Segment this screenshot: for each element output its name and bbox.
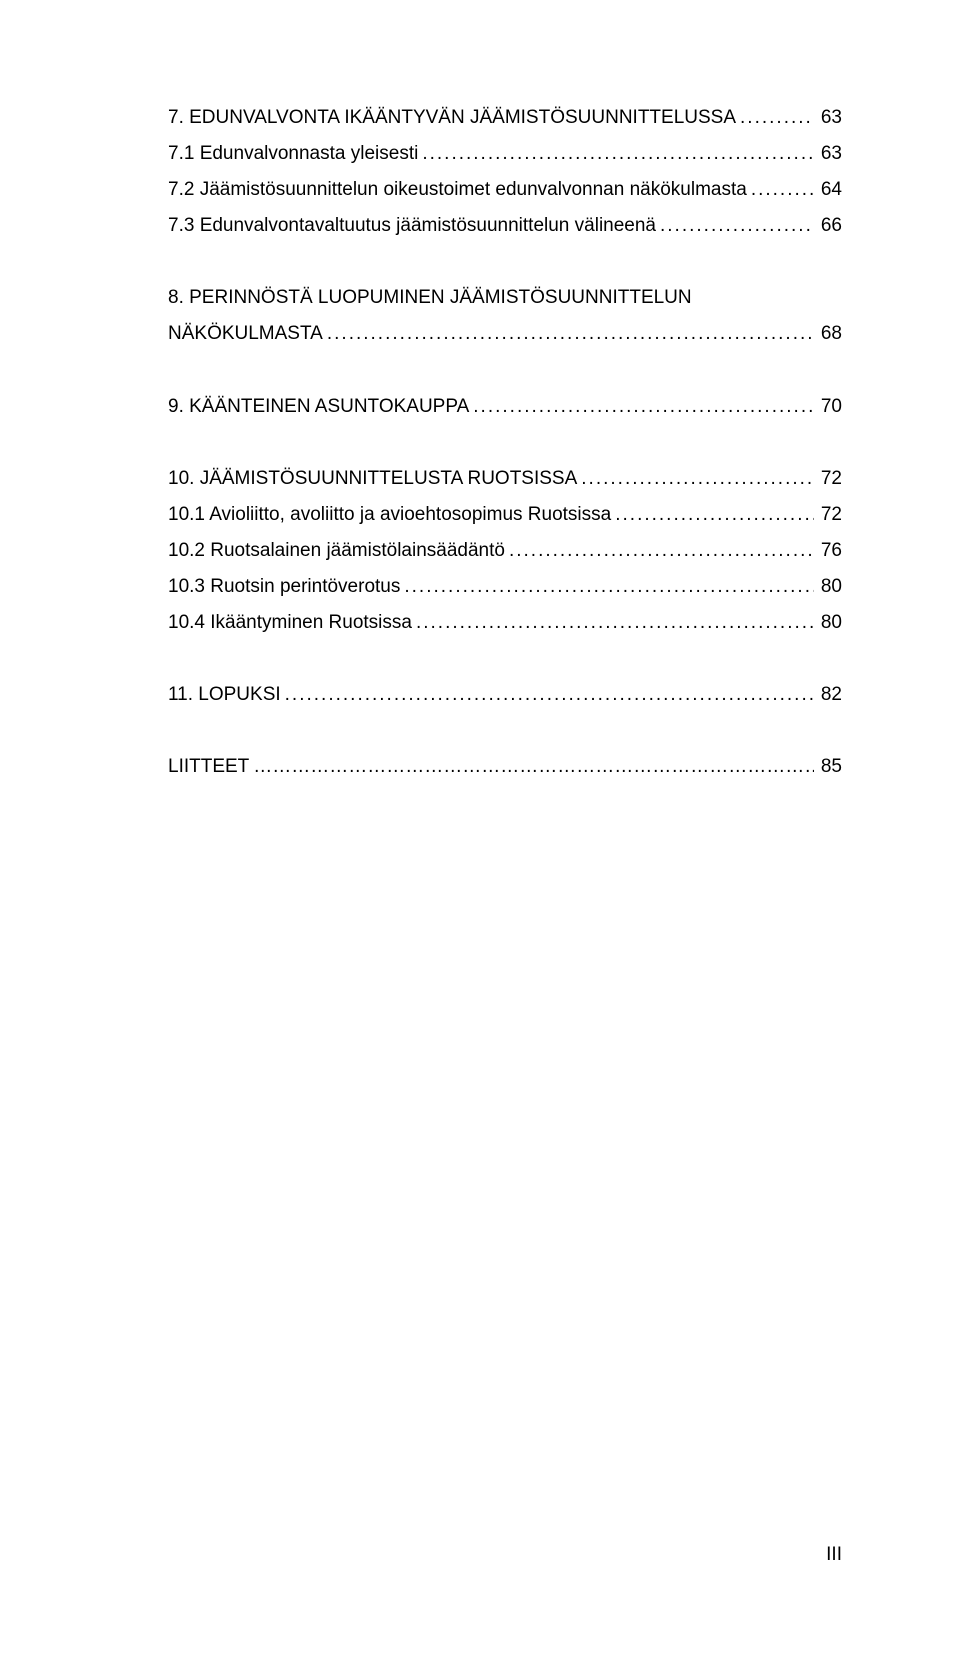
toc-entry-label: 7.1 Edunvalvonnasta yleisesti [168, 136, 418, 172]
toc-group: 11. LOPUKSI 82 [168, 677, 842, 713]
toc-entry: LIITTEET……………………………………………………………………………………… [168, 749, 842, 785]
toc-entry: 7.3 Edunvalvontavaltuutus jäämistösuunni… [168, 208, 842, 244]
toc-entry-page: 63 [814, 100, 842, 136]
toc-group: 9. KÄÄNTEINEN ASUNTOKAUPPA 70 [168, 389, 842, 425]
toc-entry: 10.3 Ruotsin perintöverotus 80 [168, 569, 842, 605]
toc-leader-dots [412, 605, 814, 641]
toc-leader-dots [400, 569, 814, 605]
toc-entry-label: 7. EDUNVALVONTA IKÄÄNTYVÄN JÄÄMISTÖSUUNN… [168, 100, 736, 136]
toc-entry-page: 64 [814, 172, 842, 208]
document-page: 7. EDUNVALVONTA IKÄÄNTYVÄN JÄÄMISTÖSUUNN… [0, 0, 960, 1656]
toc-group: 7. EDUNVALVONTA IKÄÄNTYVÄN JÄÄMISTÖSUUNN… [168, 100, 842, 244]
toc-entry-label: 10.1 Avioliitto, avoliitto ja avioehtoso… [168, 497, 611, 533]
toc-entry: 7.1 Edunvalvonnasta yleisesti 63 [168, 136, 842, 172]
toc-leader-dots [281, 677, 814, 713]
toc-entry-label: 10.2 Ruotsalainen jäämistölainsäädäntö [168, 533, 505, 569]
toc-leader-dots [418, 136, 814, 172]
toc-group: LIITTEET……………………………………………………………………………………… [168, 749, 842, 785]
toc-entry-label: 7.3 Edunvalvontavaltuutus jäämistösuunni… [168, 208, 656, 244]
toc-entry-label: 9. KÄÄNTEINEN ASUNTOKAUPPA [168, 389, 469, 425]
toc-entry-label: LIITTEET [168, 749, 249, 785]
toc-entry: 8. PERINNÖSTÄ LUOPUMINEN JÄÄMISTÖSUUNNIT… [168, 280, 842, 316]
toc-leader-dots [736, 100, 814, 136]
toc-entry-page: 85 [814, 749, 842, 785]
toc-entry: 7.2 Jäämistösuunnittelun oikeustoimet ed… [168, 172, 842, 208]
toc-entry-label: 7.2 Jäämistösuunnittelun oikeustoimet ed… [168, 172, 747, 208]
toc-entry-page: 63 [814, 136, 842, 172]
toc-group: 10. JÄÄMISTÖSUUNNITTELUSTA RUOTSISSA7210… [168, 461, 842, 641]
toc-entry: 10. JÄÄMISTÖSUUNNITTELUSTA RUOTSISSA 72 [168, 461, 842, 497]
toc-entry-page: 72 [814, 497, 842, 533]
toc-group: 8. PERINNÖSTÄ LUOPUMINEN JÄÄMISTÖSUUNNIT… [168, 280, 842, 352]
toc-leader-dots: ……………………………………………………………………………………… [249, 749, 814, 785]
toc-leader-dots [469, 389, 814, 425]
toc-entry-label: 11. LOPUKSI [168, 677, 281, 713]
toc-leader-dots [323, 316, 814, 352]
toc-leader-dots [577, 461, 814, 497]
toc-entry: 11. LOPUKSI 82 [168, 677, 842, 713]
toc-entry: 10.1 Avioliitto, avoliitto ja avioehtoso… [168, 497, 842, 533]
toc-leader-dots [611, 497, 814, 533]
toc-entry: 9. KÄÄNTEINEN ASUNTOKAUPPA 70 [168, 389, 842, 425]
toc-entry-page: 80 [814, 605, 842, 641]
toc-entry-page: 70 [814, 389, 842, 425]
toc-entry-page: 82 [814, 677, 842, 713]
toc-leader-dots [656, 208, 814, 244]
toc-entry-label: 8. PERINNÖSTÄ LUOPUMINEN JÄÄMISTÖSUUNNIT… [168, 280, 692, 316]
table-of-contents: 7. EDUNVALVONTA IKÄÄNTYVÄN JÄÄMISTÖSUUNN… [168, 100, 842, 785]
toc-entry: NÄKÖKULMASTA 68 [168, 316, 842, 352]
toc-entry-page: 80 [814, 569, 842, 605]
page-number: III [826, 1544, 842, 1566]
toc-entry-page: 76 [814, 533, 842, 569]
toc-entry-page: 66 [814, 208, 842, 244]
toc-entry: 7. EDUNVALVONTA IKÄÄNTYVÄN JÄÄMISTÖSUUNN… [168, 100, 842, 136]
toc-entry-label: 10. JÄÄMISTÖSUUNNITTELUSTA RUOTSISSA [168, 461, 577, 497]
toc-entry: 10.2 Ruotsalainen jäämistölainsäädäntö 76 [168, 533, 842, 569]
toc-leader-dots [747, 172, 814, 208]
toc-entry-label: 10.3 Ruotsin perintöverotus [168, 569, 400, 605]
toc-entry-page: 68 [814, 316, 842, 352]
toc-entry-label: 10.4 Ikääntyminen Ruotsissa [168, 605, 412, 641]
toc-leader-dots [505, 533, 814, 569]
toc-entry: 10.4 Ikääntyminen Ruotsissa 80 [168, 605, 842, 641]
toc-entry-label: NÄKÖKULMASTA [168, 316, 323, 352]
toc-entry-page: 72 [814, 461, 842, 497]
